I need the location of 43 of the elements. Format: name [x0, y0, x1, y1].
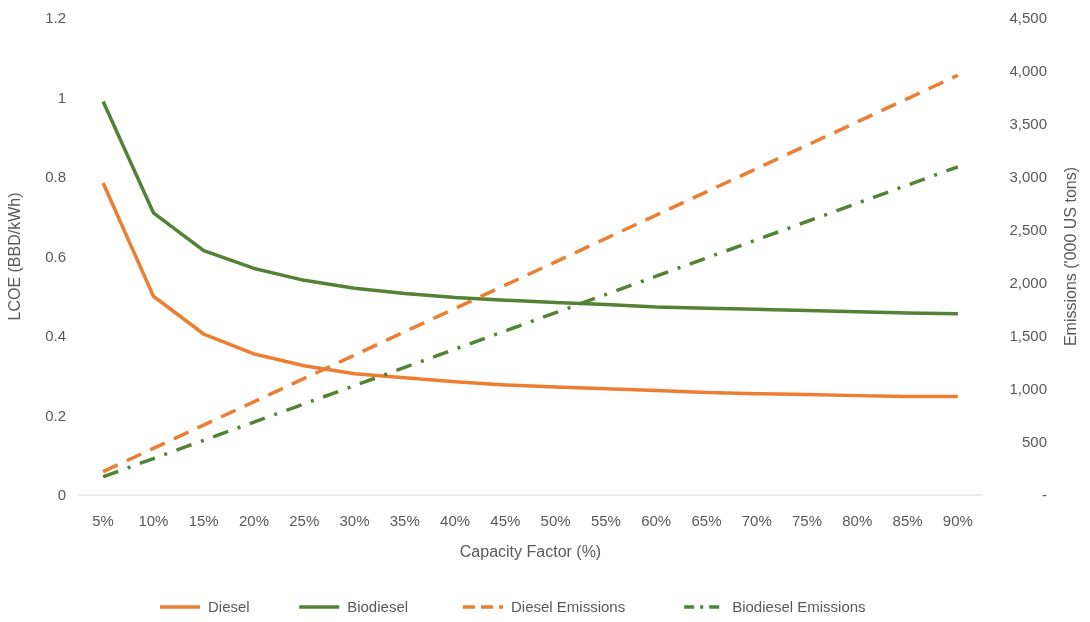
- x-tick-label: 5%: [92, 512, 114, 529]
- y-tick-label: 0.8: [45, 168, 66, 185]
- y-tick-label: 1: [57, 88, 66, 106]
- x-tick-label: 65%: [691, 512, 722, 529]
- y2-tick-label: 4,000: [1009, 62, 1047, 79]
- y-axis-title: LCOE (BBD/kWh): [6, 192, 23, 321]
- x-tick-label: 10%: [138, 512, 169, 529]
- x-tick-label: 85%: [892, 512, 923, 529]
- x-tick-label: 70%: [741, 512, 772, 529]
- x-tick-label: 45%: [490, 512, 521, 529]
- x-tick-label: 25%: [289, 512, 320, 529]
- y2-tick-label: 4,500: [1009, 9, 1047, 26]
- y-tick-label: 1.2: [45, 9, 66, 26]
- x-tick-label: 35%: [389, 512, 420, 529]
- y-tick-label: 0: [57, 486, 66, 503]
- y-tick-label: 0.6: [45, 247, 66, 265]
- x-tick-label: 80%: [842, 512, 873, 529]
- y-tick-label: 0.4: [45, 327, 66, 344]
- x-tick-label: 40%: [440, 512, 471, 529]
- x-tick-label: 60%: [641, 512, 672, 529]
- y-tick-label: 0.2: [45, 406, 66, 424]
- x-tick-label: 30%: [339, 512, 370, 529]
- x-tick-label: 90%: [942, 512, 973, 529]
- y2-tick-label: 2,500: [1009, 221, 1047, 238]
- y2-tick-label: 1,000: [1009, 380, 1047, 397]
- y2-tick-label: 3,500: [1009, 115, 1047, 132]
- legend-label: Biodiesel: [347, 598, 409, 615]
- x-tick-label: 50%: [540, 512, 571, 529]
- x-tick-label: 20%: [238, 512, 269, 529]
- legend-label: Diesel Emissions: [511, 598, 626, 615]
- y2-tick-label: 2,000: [1009, 274, 1047, 291]
- line-series: [101, 73, 960, 474]
- y2-axis-title: Emissions ('000 US tons): [1062, 166, 1079, 347]
- x-tick-label: 55%: [590, 512, 621, 529]
- y2-tick-label: 500: [1021, 433, 1047, 450]
- legend-label: Diesel: [208, 598, 250, 615]
- x-tick-label: 15%: [188, 512, 219, 529]
- x-tick-label: 75%: [792, 512, 823, 529]
- y2-tick-label: 1,500: [1009, 327, 1047, 344]
- x-axis-title: Capacity Factor (%): [459, 543, 602, 560]
- y2-tick-label: -: [1042, 486, 1047, 503]
- y2-tick-label: 3,000: [1009, 168, 1047, 185]
- legend-label: Biodiesel Emissions: [732, 598, 866, 615]
